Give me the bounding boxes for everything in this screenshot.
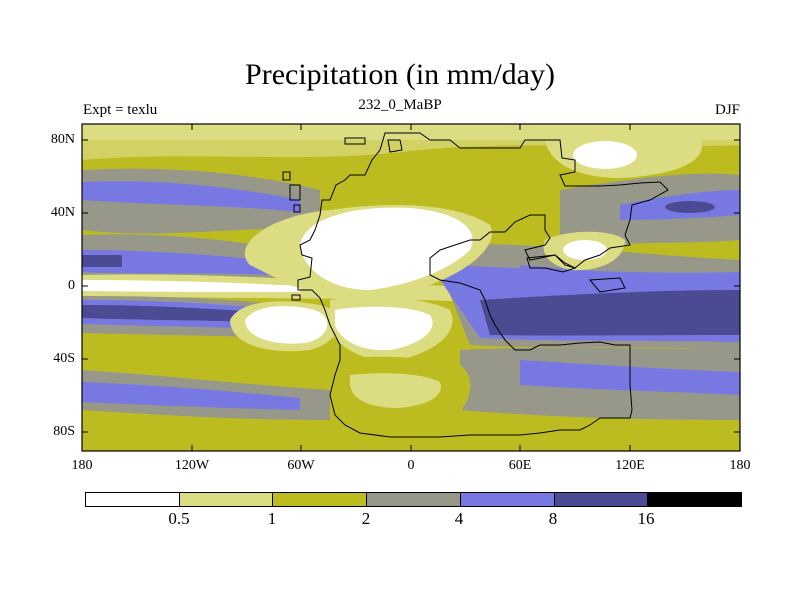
x-tick-label: 60E — [508, 458, 532, 473]
x-tick-label: 120E — [615, 458, 645, 473]
x-tick-label: 0 — [407, 458, 415, 473]
cell-north-dark-east — [665, 201, 715, 213]
band-east-dark — [480, 290, 740, 336]
tick-marks — [81, 124, 741, 451]
page-title: Precipitation (in mm/day) — [245, 58, 555, 91]
x-tick-label: 60W — [287, 458, 315, 473]
dry-region-central-asia-white — [563, 240, 607, 260]
band-east-light — [520, 265, 740, 290]
band-equator-white — [82, 280, 300, 292]
band-north-light-2 — [82, 124, 740, 160]
band-north-blue — [82, 181, 300, 212]
coastline-small-west — [291, 294, 301, 301]
continent-outlines — [282, 132, 669, 438]
dry-region-asia-white — [573, 141, 637, 169]
dry-region-south-white — [335, 306, 433, 351]
colorbar-label: 16 — [637, 509, 655, 528]
dry-region-southwest-white — [245, 306, 328, 344]
precip-field — [82, 124, 740, 451]
colorbar-label: 4 — [454, 509, 464, 528]
season-label: DJF — [714, 102, 740, 118]
x-tick-label: 180 — [71, 458, 93, 473]
colorbar — [85, 492, 742, 507]
coastline-northern-islands — [282, 137, 403, 213]
colorbar-segment — [460, 493, 555, 506]
y-tick-label: 40N — [50, 205, 75, 220]
cell-west-dark — [82, 255, 122, 267]
colorbar-label: 0.5 — [168, 509, 190, 528]
colorbar-label: 1 — [267, 509, 277, 528]
period-label: 232_0_MaBP — [358, 97, 442, 113]
y-tick-label: 80N — [50, 132, 75, 147]
colorbar-segment — [86, 493, 180, 506]
continent-south-light — [350, 373, 441, 408]
colorbar-segment — [179, 493, 274, 506]
y-tick-label: 80S — [53, 424, 75, 439]
colorbar-segment — [648, 493, 742, 506]
y-tick-label: 0 — [68, 278, 75, 293]
band-west-blue — [82, 250, 280, 275]
y-tick-label: 40S — [53, 351, 75, 366]
coastline-supercontinent — [297, 132, 669, 438]
colorbar-segment — [273, 493, 368, 506]
colorbar-label: 2 — [361, 509, 371, 528]
colorbar-segment — [367, 493, 461, 506]
coastline-asian-lake — [526, 254, 577, 273]
coastline-east-islands — [588, 277, 626, 293]
colorbar-label: 8 — [548, 509, 558, 528]
x-tick-label: 120W — [174, 458, 210, 473]
band-south-dark — [82, 305, 260, 322]
experiment-label: Expt = texlu — [83, 102, 158, 118]
x-tick-label: 180 — [729, 458, 751, 473]
dry-region-north — [300, 207, 473, 290]
colorbar-segment — [554, 493, 649, 506]
band-southmid-blue — [82, 382, 300, 410]
